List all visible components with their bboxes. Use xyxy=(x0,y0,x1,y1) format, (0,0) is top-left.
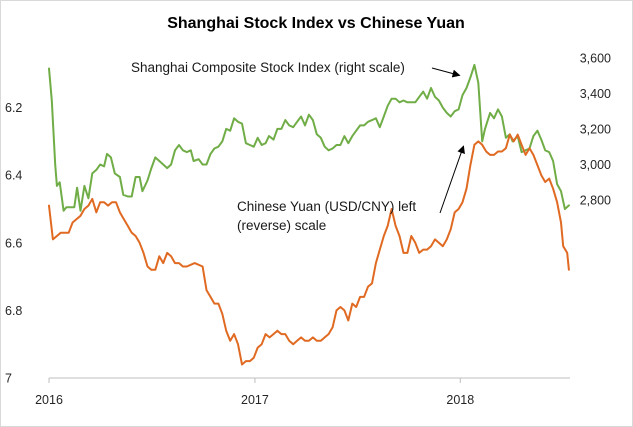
left-tick-label: 7 xyxy=(5,372,12,386)
right-tick-label: 3,200 xyxy=(580,122,611,136)
x-tick-label: 2017 xyxy=(241,393,269,407)
left-axis: 6.2 6.4 6.6 6.8 7 xyxy=(5,101,22,385)
chart-title: Shanghai Stock Index vs Chinese Yuan xyxy=(167,15,465,32)
x-axis: 2016 2017 2018 xyxy=(35,378,474,407)
right-tick-label: 3,400 xyxy=(580,87,611,101)
annotation-arrow xyxy=(431,67,461,78)
left-tick-label: 6.6 xyxy=(5,236,22,250)
series-lines xyxy=(48,63,570,366)
right-tick-label: 3,000 xyxy=(580,158,611,172)
right-axis: 2,800 3,000 3,200 3,400 3,600 xyxy=(580,51,611,207)
left-tick-label: 6.2 xyxy=(5,101,22,115)
series-line-shanghai xyxy=(48,63,570,212)
series-line-yuan xyxy=(48,133,570,366)
annotations: Shanghai Composite Stock Index (right sc… xyxy=(131,60,465,233)
annotation-arrow xyxy=(439,145,465,214)
right-tick-label: 2,800 xyxy=(580,194,611,208)
annotation-label: Chinese Yuan (USD/CNY) left (reverse) sca… xyxy=(237,199,416,233)
x-tick-label: 2018 xyxy=(446,393,474,407)
annotation-label: Shanghai Composite Stock Index (right sc… xyxy=(131,60,405,75)
right-tick-label: 3,600 xyxy=(580,51,611,65)
x-tick-label: 2016 xyxy=(35,393,63,407)
left-tick-label: 6.4 xyxy=(5,169,22,183)
left-tick-label: 6.8 xyxy=(5,304,22,318)
